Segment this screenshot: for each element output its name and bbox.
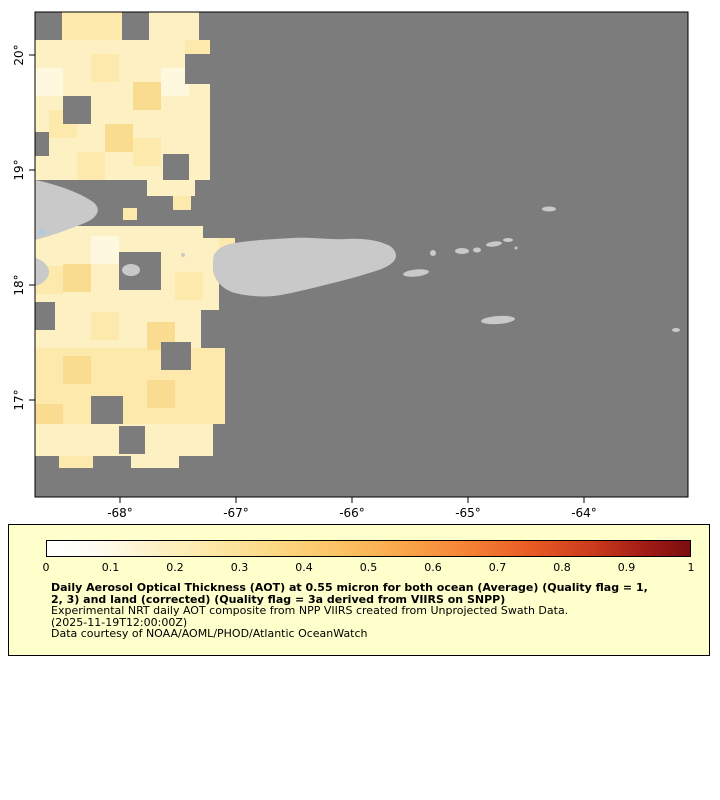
aot-cell	[91, 236, 119, 264]
aot-cell	[63, 96, 91, 124]
legend-panel: 0 0.1 0.2 0.3 0.4 0.5 0.6 0.7 0.8 0.9 1 Daily Aero…	[8, 524, 710, 656]
aot-cell	[161, 68, 189, 96]
aot-cell	[147, 380, 175, 408]
aot-cell	[131, 456, 179, 468]
aot-cell	[63, 356, 91, 384]
aot-cell	[35, 404, 63, 424]
virgin-gorda-island	[503, 238, 513, 242]
aot-cell	[91, 396, 123, 424]
legend-description: Experimental NRT daily AOT composite fro…	[51, 604, 569, 617]
aot-cell	[133, 82, 161, 110]
lat-tick-label: 19°	[12, 159, 26, 180]
small-islet	[35, 258, 49, 286]
colorbar-tick-labels: 0 0.1 0.2 0.3 0.4 0.5 0.6 0.7 0.8 0.9 1	[9, 561, 711, 575]
aot-cell	[91, 54, 119, 82]
legend-timestamp: (2025-11-19T12:00:00Z)	[51, 615, 188, 629]
anegada-island	[542, 206, 556, 212]
st-croix-island	[481, 315, 515, 325]
map-area: -68° -67° -66° -65° -64° 20° 19° 18° 17°	[12, 11, 689, 520]
aot-data-layer	[35, 12, 235, 468]
eastern-island-speck	[672, 328, 680, 332]
aot-cell	[105, 124, 133, 152]
lon-tick-label: -66°	[339, 506, 365, 520]
aot-cell	[63, 264, 91, 292]
aot-cell	[163, 154, 189, 180]
coastal-lagoon	[39, 229, 45, 235]
colorbar-tick-label: 0.3	[230, 561, 249, 574]
aot-cell	[119, 426, 145, 454]
aot-cell	[185, 54, 210, 84]
st-thomas-island	[455, 248, 469, 254]
colorbar-tick-label: 0.8	[553, 561, 571, 574]
legend-title-line2: 2, 3) and land (corrected) (Quality flag…	[51, 592, 506, 606]
colorbar-tick-label: 1	[687, 561, 695, 574]
legend-text-block: Daily Aerosol Optical Thickness (AOT) at…	[51, 582, 691, 640]
mona-island	[122, 264, 140, 276]
aot-cell	[175, 392, 203, 420]
lon-tick-label: -65°	[455, 506, 481, 520]
colorbar-tick-label: 0.2	[166, 561, 184, 574]
aot-cell	[59, 456, 93, 468]
aot-cell	[123, 208, 137, 220]
aot-cell	[133, 138, 161, 166]
aot-cell	[35, 68, 63, 96]
lon-tick-label: -68°	[107, 506, 133, 520]
aot-cell	[201, 310, 219, 348]
colorbar-tick-label: 0.1	[101, 561, 120, 574]
aot-cell	[149, 12, 199, 40]
aot-map: -68° -67° -66° -65° -64° 20° 19° 18° 17°	[12, 11, 689, 520]
colorbar-tick-label: 0.4	[295, 561, 313, 574]
lat-tick-label: 17°	[12, 389, 26, 410]
aot-cell	[161, 342, 191, 370]
lon-tick-label: -64°	[571, 506, 597, 520]
colorbar-tick-label: 0.7	[488, 561, 507, 574]
colorbar-tick-label: 0.5	[359, 561, 378, 574]
aot-cell	[77, 152, 105, 180]
aot-cell	[203, 226, 219, 238]
colorbar-tick-label: 0	[42, 561, 50, 574]
aot-cell	[185, 40, 210, 54]
colorbar-tick-label: 0.9	[617, 561, 636, 574]
aot-cell	[35, 132, 49, 156]
legend-title-line1: Daily Aerosol Optical Thickness (AOT) at…	[51, 581, 648, 594]
land-layer	[35, 180, 680, 332]
hispaniola-landmass	[35, 180, 98, 240]
st-john-island	[473, 247, 481, 253]
aot-cell	[175, 272, 203, 300]
map-border	[34, 11, 689, 498]
culebra-island	[430, 250, 436, 256]
map-axes: -68° -67° -66° -65° -64° 20° 19° 18° 17°	[12, 44, 597, 520]
colorbar-tick-label: 0.6	[424, 561, 442, 574]
aot-cell	[91, 312, 119, 340]
lon-tick-label: -67°	[223, 506, 249, 520]
island-speck	[514, 246, 518, 250]
aot-cell	[147, 180, 195, 196]
vieques-island	[403, 269, 429, 277]
aot-cell	[173, 196, 191, 210]
desecheo-island	[181, 253, 185, 257]
aot-cell	[62, 12, 122, 40]
aot-cell	[35, 302, 55, 330]
puerto-rico-landmass	[213, 237, 396, 297]
aot-colorbar	[46, 540, 691, 557]
lat-tick-label: 18°	[12, 274, 26, 295]
tortola-island	[486, 241, 502, 247]
lat-tick-label: 20°	[12, 44, 26, 65]
legend-credit: Data courtesy of NOAA/AOML/PHOD/Atlantic…	[51, 627, 368, 640]
